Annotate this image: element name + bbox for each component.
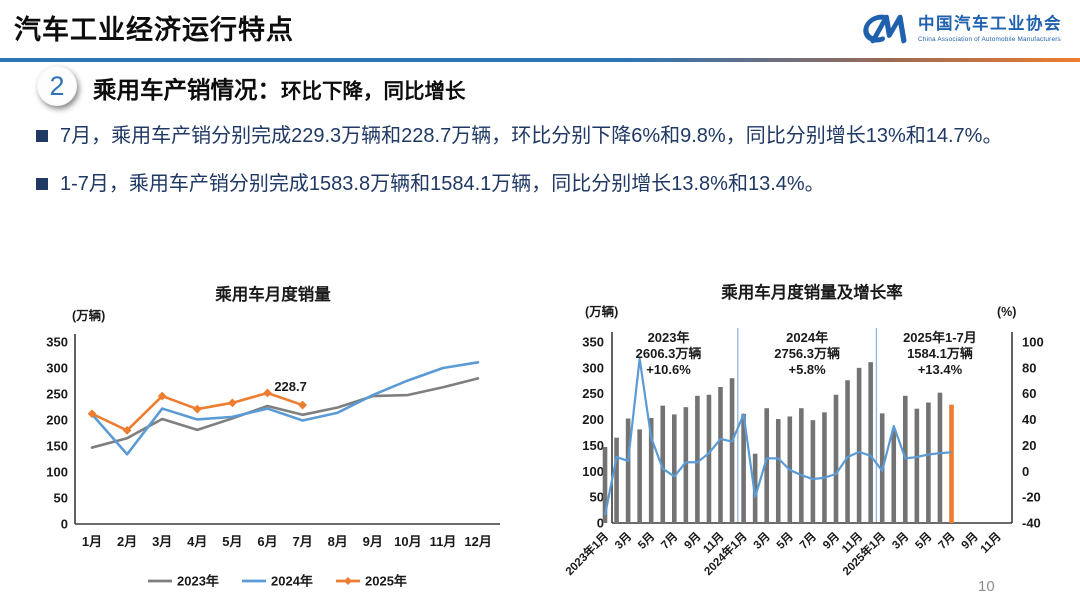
section-number-badge: 2 bbox=[37, 66, 77, 106]
svg-text:250: 250 bbox=[582, 386, 604, 401]
logo-org-name: 中国汽车工业协会 bbox=[918, 15, 1062, 34]
bullet-item: 1-7月，乘用车产销分别完成1583.8万辆和1584.1万辆，同比分别增长13… bbox=[36, 169, 1026, 200]
svg-text:100: 100 bbox=[1022, 335, 1044, 350]
svg-text:7月: 7月 bbox=[659, 530, 681, 552]
svg-text:2025年: 2025年 bbox=[365, 574, 407, 589]
bullet-marker bbox=[36, 130, 48, 142]
svg-text:2024年: 2024年 bbox=[786, 330, 828, 345]
svg-text:0: 0 bbox=[61, 517, 68, 532]
svg-text:100: 100 bbox=[46, 465, 68, 480]
svg-text:2024年: 2024年 bbox=[271, 574, 313, 589]
svg-text:(万辆): (万辆) bbox=[72, 308, 105, 323]
svg-text:1584.1万辆: 1584.1万辆 bbox=[907, 346, 973, 361]
svg-text:(%): (%) bbox=[997, 305, 1016, 319]
svg-text:3月: 3月 bbox=[612, 530, 634, 552]
svg-text:5月: 5月 bbox=[222, 534, 242, 549]
bullet-marker bbox=[36, 178, 48, 190]
svg-text:7月: 7月 bbox=[797, 530, 819, 552]
svg-text:9月: 9月 bbox=[682, 530, 704, 552]
svg-text:3月: 3月 bbox=[751, 530, 773, 552]
svg-text:11月: 11月 bbox=[978, 530, 1004, 556]
svg-text:3月: 3月 bbox=[152, 534, 172, 549]
svg-text:350: 350 bbox=[46, 335, 68, 350]
svg-text:-40: -40 bbox=[1022, 516, 1041, 531]
svg-text:2023年1月: 2023年1月 bbox=[562, 529, 611, 578]
svg-text:228.7: 228.7 bbox=[274, 379, 307, 394]
svg-text:1月: 1月 bbox=[82, 534, 102, 549]
svg-text:2756.3万辆: 2756.3万辆 bbox=[774, 346, 840, 361]
caam-logo: 中国汽车工业协会 China Association of Automobile… bbox=[851, 10, 1062, 48]
svg-text:150: 150 bbox=[582, 438, 604, 453]
svg-text:11月: 11月 bbox=[430, 534, 457, 549]
svg-text:0: 0 bbox=[597, 516, 604, 531]
svg-text:5月: 5月 bbox=[913, 530, 935, 552]
svg-text:(万辆): (万辆) bbox=[585, 304, 618, 319]
svg-text:9月: 9月 bbox=[363, 534, 383, 549]
svg-text:7月: 7月 bbox=[292, 534, 312, 549]
svg-text:6月: 6月 bbox=[257, 534, 277, 549]
svg-text:-20: -20 bbox=[1022, 490, 1041, 505]
svg-text:10月: 10月 bbox=[394, 534, 421, 549]
svg-text:2025年1-7月: 2025年1-7月 bbox=[903, 330, 977, 345]
caam-monogram-icon bbox=[863, 14, 907, 44]
svg-text:350: 350 bbox=[582, 335, 604, 350]
page-title: 汽车工业经济运行特点 bbox=[14, 15, 294, 45]
svg-text:+5.8%: +5.8% bbox=[789, 362, 827, 377]
svg-text:12月: 12月 bbox=[464, 534, 491, 549]
page-number: 10 bbox=[978, 578, 995, 595]
logo-org-name-en: China Association of Automobile Manufact… bbox=[918, 35, 1061, 43]
bullet-item: 7月，乘用车产销分别完成229.3万辆和228.7万辆，环比分别下降6%和9.8… bbox=[36, 121, 1026, 152]
bullet-list: 7月，乘用车产销分别完成229.3万辆和228.7万辆，环比分别下降6%和9.8… bbox=[36, 121, 1026, 217]
svg-text:2606.3万辆: 2606.3万辆 bbox=[636, 346, 702, 361]
svg-text:250: 250 bbox=[46, 387, 68, 402]
bullet-text: 7月，乘用车产销分别完成229.3万辆和228.7万辆，环比分别下降6%和9.8… bbox=[60, 125, 1003, 147]
section-heading: 乘用车产销情况：环比下降，同比增长 bbox=[93, 71, 466, 105]
svg-text:200: 200 bbox=[582, 412, 604, 427]
svg-text:9月: 9月 bbox=[820, 530, 842, 552]
svg-text:2023年: 2023年 bbox=[648, 330, 690, 345]
svg-text:50: 50 bbox=[54, 491, 68, 506]
monthly-sales-line-chart: 乘用车月度销量 (万辆) 0 50 100 150 200 250 300 350 1月 2月 3月 4月… bbox=[46, 284, 500, 589]
monthly-sales-growth-combo-chart: 乘用车月度销量及增长率(万辆) (%)050100150200250300350-… bbox=[562, 282, 1044, 578]
section-heading-main: 乘用车产销情况： bbox=[93, 77, 281, 103]
svg-text:150: 150 bbox=[46, 439, 68, 454]
svg-text:100: 100 bbox=[582, 464, 604, 479]
header-divider bbox=[0, 58, 1080, 62]
svg-text:80: 80 bbox=[1022, 360, 1036, 375]
svg-text:50: 50 bbox=[590, 490, 604, 505]
svg-text:乘用车月度销量及增长率: 乘用车月度销量及增长率 bbox=[720, 282, 903, 302]
svg-text:300: 300 bbox=[46, 361, 68, 376]
svg-text:4月: 4月 bbox=[187, 534, 207, 549]
svg-text:2月: 2月 bbox=[117, 534, 137, 549]
svg-text:8月: 8月 bbox=[328, 534, 348, 549]
svg-text:2023年: 2023年 bbox=[177, 574, 219, 589]
svg-text:5月: 5月 bbox=[774, 530, 796, 552]
svg-text:7月: 7月 bbox=[936, 530, 958, 552]
svg-text:+10.6%: +10.6% bbox=[646, 362, 691, 377]
bullet-text: 1-7月，乘用车产销分别完成1583.8万辆和1584.1万辆，同比分别增长13… bbox=[60, 173, 825, 195]
svg-text:9月: 9月 bbox=[959, 530, 981, 552]
svg-text:40: 40 bbox=[1022, 412, 1036, 427]
svg-text:60: 60 bbox=[1022, 386, 1036, 401]
svg-text:300: 300 bbox=[582, 360, 604, 375]
svg-text:20: 20 bbox=[1022, 438, 1036, 453]
svg-text:+13.4%: +13.4% bbox=[918, 362, 963, 377]
svg-text:3月: 3月 bbox=[890, 530, 912, 552]
svg-text:200: 200 bbox=[46, 413, 68, 428]
svg-text:5月: 5月 bbox=[635, 530, 657, 552]
section-heading-sub: 环比下降，同比增长 bbox=[281, 80, 466, 103]
svg-text:乘用车月度销量: 乘用车月度销量 bbox=[214, 284, 331, 304]
svg-text:0: 0 bbox=[1022, 464, 1029, 479]
